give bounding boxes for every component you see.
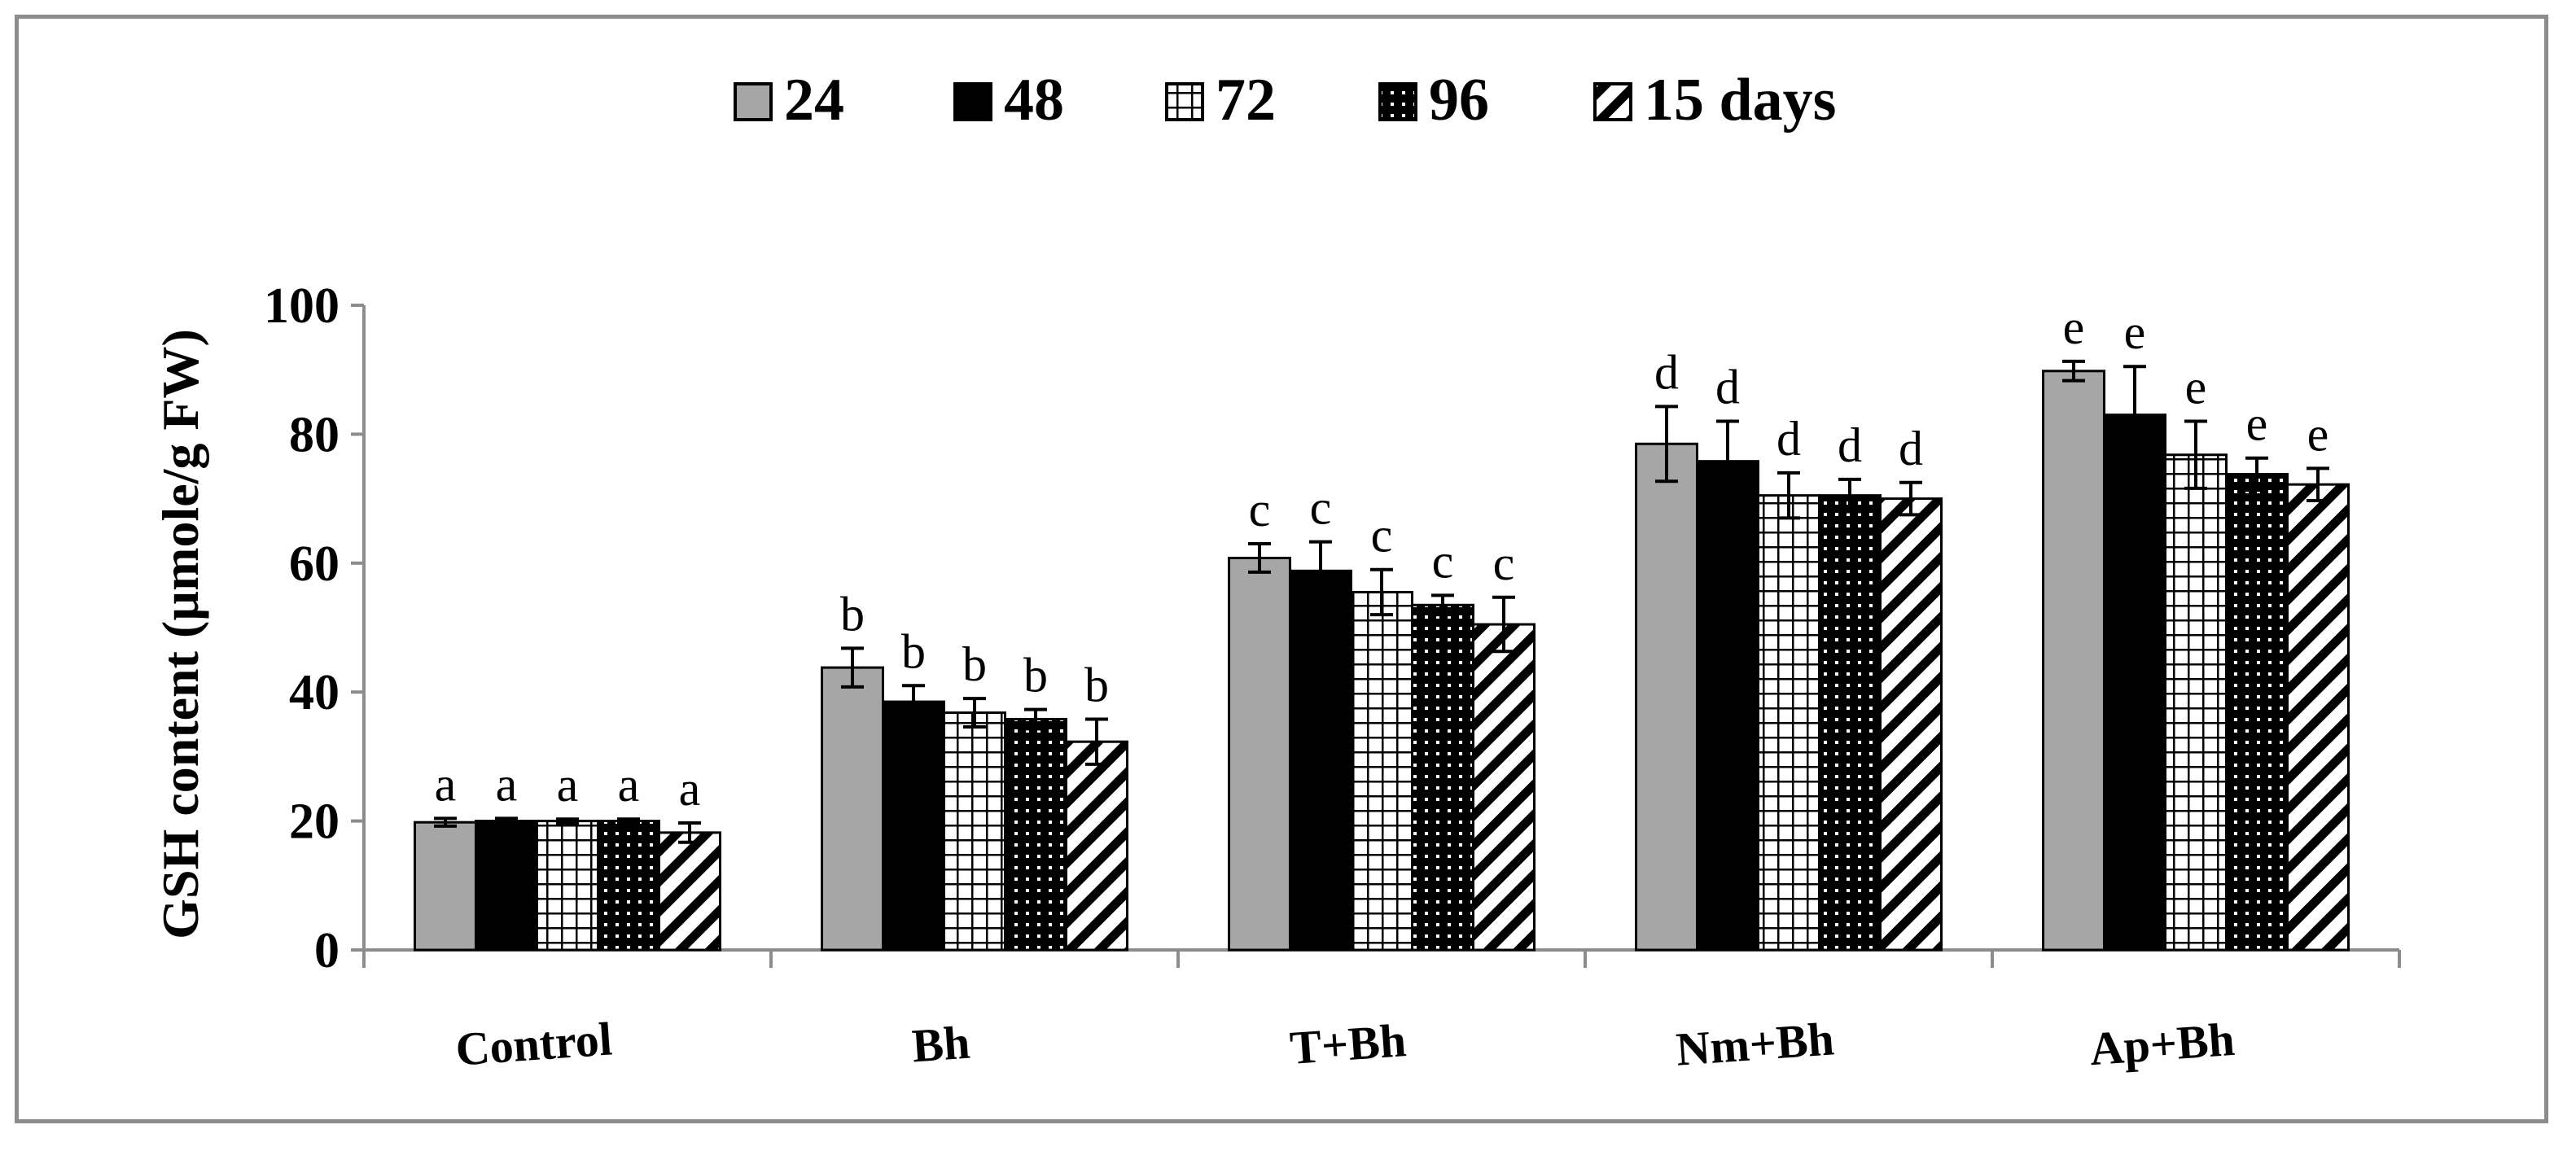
bar xyxy=(1289,569,1352,952)
significance-letter: c xyxy=(1310,481,1332,535)
significance-letter: e xyxy=(2063,300,2085,354)
significance-letter: d xyxy=(1838,418,1862,472)
significance-letter: d xyxy=(1654,345,1679,399)
legend-label: 24 xyxy=(784,67,844,133)
significance-letter: a xyxy=(679,762,701,816)
legend: 24 48 72 96 15 days xyxy=(734,67,1836,133)
bar xyxy=(1818,494,1882,952)
bar xyxy=(1472,623,1536,952)
bar xyxy=(943,711,1006,952)
x-tick-label: Control xyxy=(453,1012,613,1075)
bar xyxy=(1350,590,1413,952)
significance-letter: c xyxy=(1432,534,1454,588)
y-axis: 0 20 40 60 80 100 xyxy=(264,278,366,978)
significance-letter: a xyxy=(557,758,579,812)
significance-letter: b xyxy=(1084,658,1109,711)
legend-label: 48 xyxy=(1004,67,1064,133)
x-tick-label: Ap+Bh xyxy=(2088,1013,2236,1075)
significance-letter: b xyxy=(840,587,865,641)
significance-letter: b xyxy=(962,637,987,691)
significance-letter: e xyxy=(2307,407,2329,461)
bar-chart: 24 48 72 96 15 days GSH content (µmole/g FW)… xyxy=(151,67,2401,1076)
significance-letter: c xyxy=(1493,536,1515,590)
bar xyxy=(1065,740,1128,952)
y-tick-label: 80 xyxy=(289,407,340,462)
x-tick-label: Bh xyxy=(910,1016,971,1073)
significance-letter: e xyxy=(2246,397,2268,451)
significance-letter: d xyxy=(1899,422,1923,475)
y-tick-label: 40 xyxy=(289,665,340,720)
significance-letter: e xyxy=(2185,361,2207,414)
bar xyxy=(1757,494,1820,952)
significance-letter: a xyxy=(496,757,518,811)
bar xyxy=(1879,497,1943,952)
legend-swatch xyxy=(1165,82,1204,121)
bar xyxy=(2286,483,2350,952)
bars: a a a a abb b b bc cc c cd dd d de eee e xyxy=(414,300,2350,952)
y-tick-label: 0 xyxy=(314,923,340,978)
significance-letter: c xyxy=(1249,483,1271,536)
bar xyxy=(2164,453,2228,952)
y-tick-label: 20 xyxy=(289,794,340,850)
significance-letter: d xyxy=(1776,412,1801,466)
legend-swatch xyxy=(1378,82,1417,121)
legend-swatch xyxy=(734,82,773,121)
significance-letter: c xyxy=(1371,509,1393,562)
bar xyxy=(2225,473,2289,952)
bar xyxy=(1411,603,1474,952)
significance-letter: b xyxy=(901,624,926,678)
bar xyxy=(536,820,599,952)
bar xyxy=(597,820,660,952)
legend-label: 15 days xyxy=(1644,67,1836,133)
bar xyxy=(1635,442,1698,952)
bar xyxy=(2042,370,2105,952)
bar xyxy=(1004,717,1067,952)
bar xyxy=(2103,414,2166,952)
chart-frame: 24 48 72 96 15 days GSH content (µmole/g FW)… xyxy=(15,15,2548,1123)
bar xyxy=(475,820,538,952)
significance-letter: a xyxy=(435,757,457,811)
legend-label: 72 xyxy=(1216,67,1276,133)
bar xyxy=(414,821,477,952)
significance-letter: a xyxy=(618,758,640,812)
x-axis: Control Bh T+Bh Nm+Bh Ap+Bh xyxy=(362,948,2401,1076)
bar xyxy=(882,700,945,952)
significance-letter: d xyxy=(1715,361,1740,414)
bar xyxy=(1696,460,1759,952)
bar xyxy=(821,666,884,952)
y-tick-label: 100 xyxy=(264,278,340,334)
significance-letter: b xyxy=(1023,649,1048,702)
significance-letter: e xyxy=(2124,305,2146,359)
x-tick-label: T+Bh xyxy=(1288,1013,1408,1074)
x-tick-label: Nm+Bh xyxy=(1675,1012,1836,1075)
legend-swatch xyxy=(1593,82,1632,121)
legend-label: 96 xyxy=(1429,67,1489,133)
y-axis-title: GSH content (µmole/g FW) xyxy=(151,329,209,939)
y-tick-label: 60 xyxy=(289,536,340,592)
legend-swatch xyxy=(953,82,992,121)
bar xyxy=(658,831,721,952)
bar xyxy=(1228,556,1291,952)
